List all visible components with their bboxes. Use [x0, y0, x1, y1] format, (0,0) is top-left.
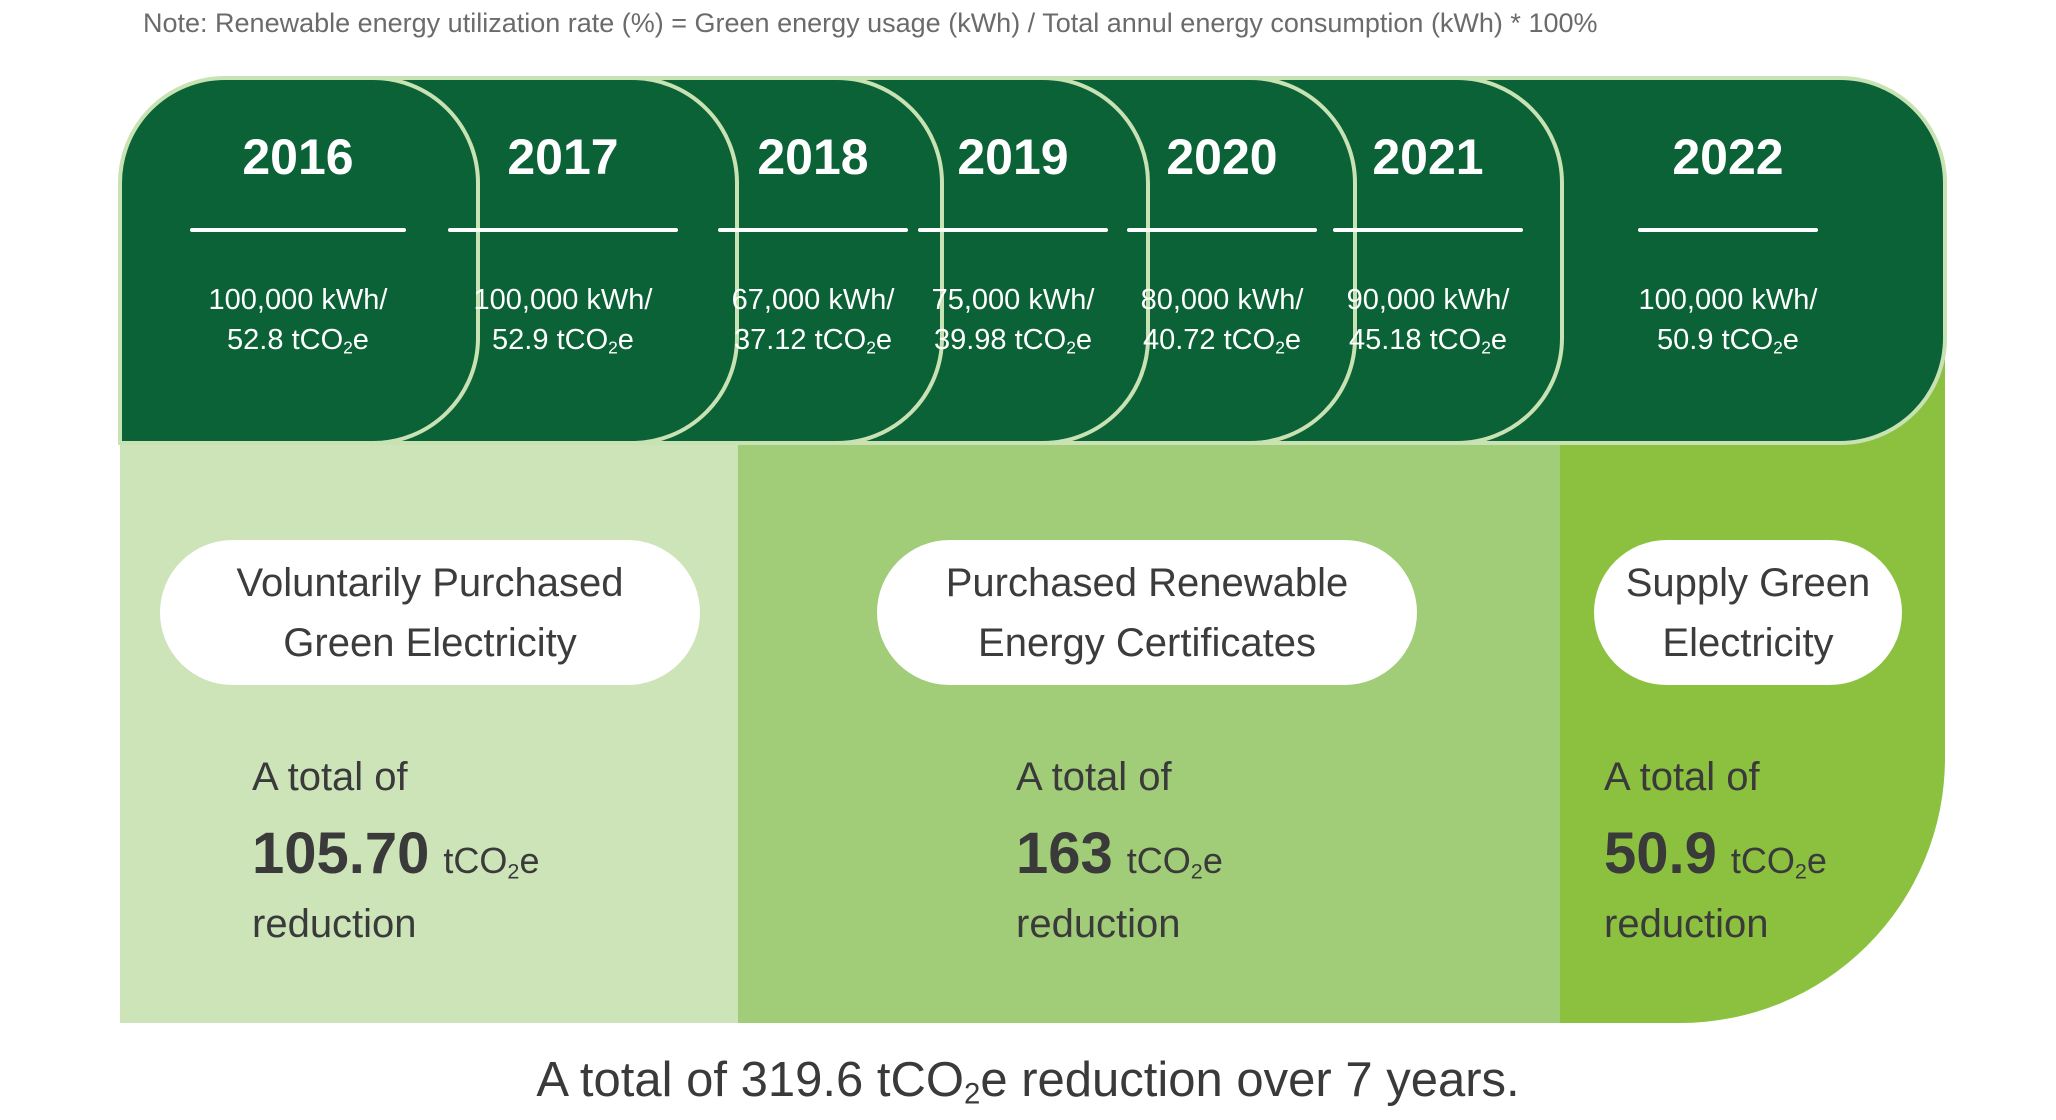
year-divider-line — [918, 228, 1108, 232]
year-divider-line — [190, 228, 406, 232]
year-usage-value: 100,000 kWh/52.8 tCO2e — [208, 284, 388, 358]
year-usage-value: 67,000 kWh/37.12 tCO2e — [731, 284, 895, 358]
section-reduction-stat: A total of 105.70 tCO2e reduction — [252, 755, 540, 946]
year-label: 2021 — [1372, 129, 1484, 185]
year-label: 2017 — [507, 129, 619, 185]
section-background-2 — [738, 443, 1560, 1023]
year-divider-line — [1333, 228, 1523, 232]
section-label-pill: Voluntarily Purchased Green Electricity — [160, 540, 700, 685]
year-divider-line — [448, 228, 678, 232]
year-usage-value: 90,000 kWh/45.18 tCO2e — [1346, 284, 1510, 358]
year-label: 2019 — [957, 129, 1069, 185]
section-label-pill: Supply Green Electricity — [1594, 540, 1902, 685]
year-label: 2022 — [1672, 129, 1784, 185]
year-label: 2020 — [1166, 129, 1278, 185]
year-divider-line — [1638, 228, 1818, 232]
section-reduction-stat: A total of 50.9 tCO2e reduction — [1604, 755, 1827, 946]
year-divider-line — [1127, 228, 1317, 232]
year-tab-2016 — [118, 76, 480, 445]
section-reduction-stat: A total of 163 tCO2e reduction — [1016, 755, 1223, 946]
year-usage-value: 75,000 kWh/39.98 tCO2e — [931, 284, 1095, 358]
formula-note: Note: Renewable energy utilization rate … — [143, 8, 1598, 38]
total-reduction-caption: A total of 319.6 tCO2e reduction over 7 … — [536, 1053, 1520, 1111]
section-label-pill: Purchased Renewable Energy Certificates — [877, 540, 1417, 685]
year-usage-value: 100,000 kWh/50.9 tCO2e — [1638, 284, 1818, 358]
year-divider-line — [718, 228, 908, 232]
year-label: 2018 — [757, 129, 869, 185]
year-label: 2016 — [242, 129, 354, 185]
year-usage-value: 100,000 kWh/52.9 tCO2e — [473, 284, 653, 358]
year-usage-value: 80,000 kWh/40.72 tCO2e — [1140, 284, 1304, 358]
section-background-1 — [120, 443, 738, 1023]
